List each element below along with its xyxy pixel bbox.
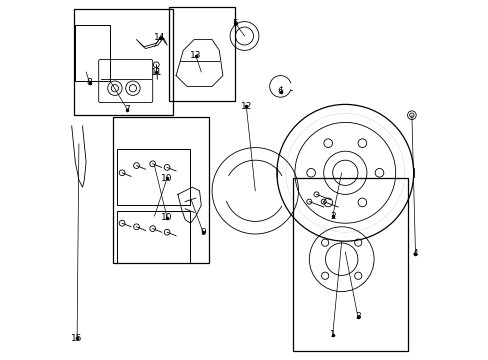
Bar xyxy=(168,7,235,101)
Bar xyxy=(75,25,109,81)
Text: 9: 9 xyxy=(200,228,205,237)
Text: 11: 11 xyxy=(150,68,162,77)
Bar xyxy=(117,211,190,263)
Text: 10: 10 xyxy=(161,213,172,222)
Text: 6: 6 xyxy=(277,87,283,96)
Bar xyxy=(113,117,208,263)
Text: 14: 14 xyxy=(154,33,165,42)
Text: 15: 15 xyxy=(71,334,82,343)
Text: 4: 4 xyxy=(412,249,417,258)
Text: 8: 8 xyxy=(87,78,92,87)
Text: 3: 3 xyxy=(354,312,360,321)
Text: 5: 5 xyxy=(232,19,238,28)
Text: 10: 10 xyxy=(161,174,172,183)
Text: 12: 12 xyxy=(240,102,251,111)
Text: 7: 7 xyxy=(124,105,130,114)
Bar xyxy=(292,178,407,351)
Text: 2: 2 xyxy=(329,212,335,220)
Text: 13: 13 xyxy=(190,51,201,60)
Bar xyxy=(117,149,190,205)
Bar xyxy=(73,9,172,115)
Text: 1: 1 xyxy=(329,330,335,339)
